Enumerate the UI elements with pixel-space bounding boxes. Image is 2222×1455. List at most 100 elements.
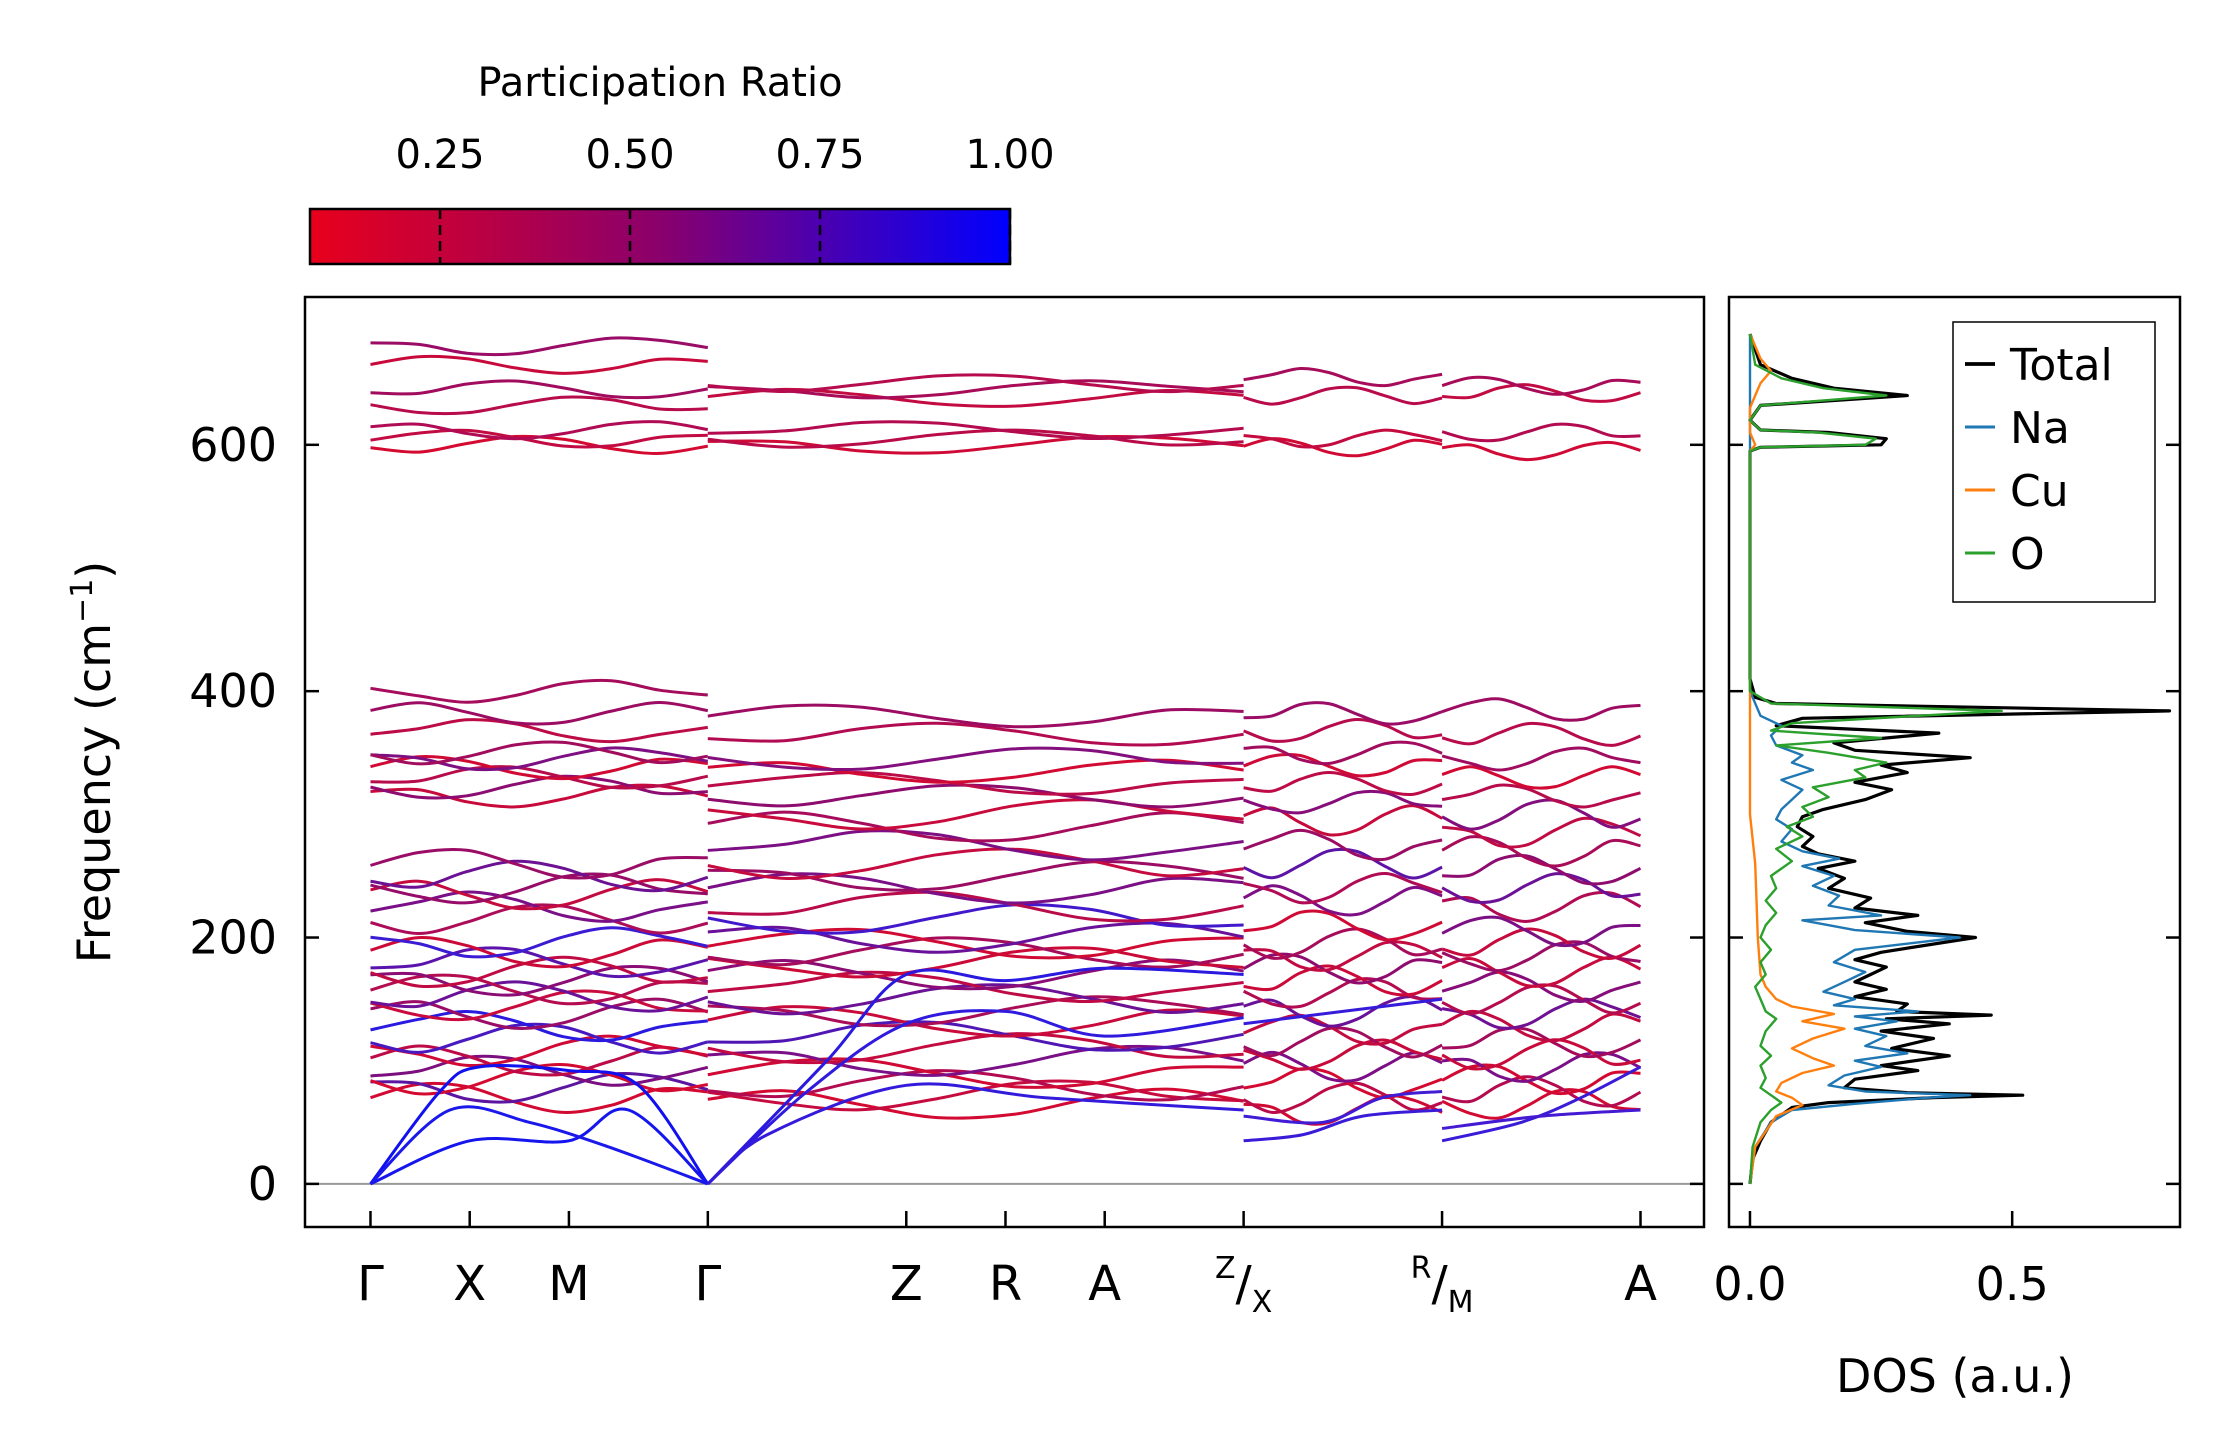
phonon-band [707, 995, 1244, 1028]
colorbar-label: Participation Ratio [477, 60, 842, 106]
phonon-band [707, 810, 1244, 843]
phonon-band [370, 980, 709, 1013]
phonon-band [1243, 701, 1443, 726]
phonon-band [1441, 890, 1642, 923]
phonon-band [1243, 717, 1443, 743]
phonon-band [370, 903, 709, 936]
legend-label: Total [2009, 340, 2113, 391]
y-tick-label: 400 [189, 664, 277, 718]
legend-label: O [2010, 529, 2045, 580]
acoustic-branch [369, 1107, 709, 1186]
phonon-band [1242, 927, 1443, 960]
phonon-band [1441, 765, 1641, 790]
phonon-band [1243, 770, 1443, 796]
phonon-band [370, 1009, 708, 1043]
phonon-band [1441, 721, 1642, 747]
phonon-band [707, 428, 1244, 449]
colorbar-tick-label: 1.00 [965, 132, 1054, 178]
y-axis-label-sup: −1 [65, 579, 100, 623]
phonon-band [370, 847, 708, 880]
colorbar-tick-label: 0.50 [585, 132, 674, 178]
acoustic-branch [369, 1105, 709, 1186]
phonon-band [1243, 1026, 1443, 1059]
phonon-band [1242, 977, 1443, 1009]
kpoint-label: Γ [694, 1256, 721, 1312]
phonon-band [370, 946, 709, 979]
phonon-band [707, 890, 1244, 923]
phonon-band [707, 420, 1244, 441]
band-y-axis: 0 200 400 600 [189, 418, 1704, 1211]
phonon-band [707, 721, 1244, 747]
acoustic-branch [1243, 1090, 1443, 1125]
y-axis-label-main: Frequency (cm [67, 623, 121, 963]
phonon-band [1243, 871, 1443, 905]
colorbar-gradient [308, 207, 1012, 266]
kpoint-label: R/M [1411, 1251, 1474, 1320]
phonon-band [370, 746, 709, 772]
phonon-band [707, 373, 1244, 394]
acoustic-branch [1441, 1065, 1642, 1143]
kpoint-label-slash: / [1431, 1256, 1448, 1312]
phonon-band [370, 420, 709, 441]
kpoint-label-upper: R [1411, 1251, 1432, 1286]
colorbar-tick-label: 0.25 [395, 132, 484, 178]
kpoint-label: X [453, 1256, 486, 1312]
legend-box [1952, 321, 2156, 603]
phonon-band [1441, 1038, 1641, 1071]
dos-series-o [1748, 333, 2003, 1184]
phonon-band [1242, 952, 1443, 985]
phonon-band [370, 755, 708, 781]
phonon-band [1441, 1026, 1642, 1059]
phonon-band [1243, 789, 1443, 815]
phonon-band [1243, 428, 1443, 449]
phonon-band [1243, 909, 1443, 942]
phonon-band [1242, 1050, 1443, 1083]
phonon-band [370, 936, 709, 969]
phonon-band [1243, 1038, 1443, 1071]
acoustic-branch [1441, 1108, 1641, 1130]
phonon-band [707, 746, 1244, 772]
phonon-band [1441, 1063, 1641, 1096]
phonon-band [707, 783, 1244, 809]
y-tick-label: 200 [189, 911, 277, 965]
kpoint-label-lower: M [1448, 1285, 1474, 1320]
phonon-band [370, 1022, 709, 1055]
y-axis-label: Frequency (cm−1) [65, 561, 121, 964]
phonon-band [370, 1054, 709, 1087]
phonon-band [1441, 872, 1641, 904]
kpoint-label: M [548, 1256, 589, 1312]
kpoint-label: A [1088, 1256, 1121, 1312]
kpoint-label: Z/X [1215, 1251, 1272, 1320]
phonon-band [370, 872, 708, 905]
phonon-band [707, 860, 1244, 892]
acoustic-branch [369, 1064, 710, 1185]
phonon-band [1243, 740, 1443, 766]
phonon-band [707, 1020, 1244, 1052]
phonon-band [707, 927, 1244, 960]
kpoint-label-upper: Z [1215, 1251, 1236, 1286]
phonon-band [370, 1034, 709, 1068]
phonon-band [370, 354, 708, 375]
kpoint-label-slash: / [1236, 1256, 1253, 1312]
kpoint-label: Γ [357, 1256, 384, 1312]
dos-panel: 0.0 0.5 DOS (a.u.) Total Na Cu O [1713, 295, 2182, 1403]
phonon-band [370, 379, 709, 400]
phonon-band [1441, 940, 1641, 973]
phonon-band [1442, 383, 1641, 403]
phonon-band [370, 395, 708, 416]
phonon-band [707, 758, 1244, 784]
phonon-band [707, 946, 1244, 979]
phonon-band [370, 774, 708, 800]
phonon-band [1243, 940, 1443, 972]
phonon-band [1441, 697, 1641, 722]
phonon-band [1242, 1081, 1443, 1114]
phonon-band [370, 765, 709, 790]
phonon-band [1441, 835, 1641, 868]
colorbar-ticks: 0.25 0.50 0.75 1.00 [395, 132, 1055, 264]
phonon-band [1243, 752, 1443, 778]
legend: Total Na Cu O [1952, 321, 2156, 603]
phonon-band [370, 336, 709, 357]
dos-x-axis-label: DOS (a.u.) [1836, 1349, 2074, 1403]
dos-series-na [1748, 334, 1972, 1185]
